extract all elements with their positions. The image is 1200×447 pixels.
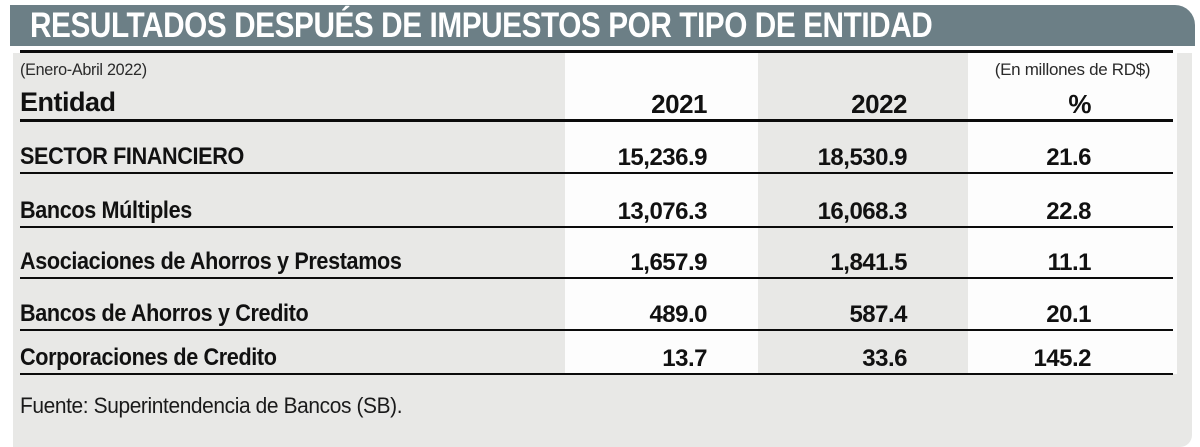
value-2021: 13,076.3 xyxy=(617,198,708,225)
row-label: Corporaciones de Credito xyxy=(20,344,277,371)
column-header-2022: 2022 xyxy=(851,89,907,119)
column-highlight-percent xyxy=(968,53,1177,374)
value-2022: 587.4 xyxy=(849,301,907,328)
column-highlight-2021 xyxy=(565,53,758,374)
divider-line xyxy=(20,226,1173,228)
title-bar: RESULTADOS DESPUÉS DE IMPUESTOS POR TIPO… xyxy=(10,5,1195,46)
value-percent: 11.1 xyxy=(1047,249,1092,276)
row-label: Bancos Múltiples xyxy=(20,197,192,224)
value-2021: 13.7 xyxy=(662,345,707,372)
row-label: Bancos de Ahorros y Credito xyxy=(20,300,309,327)
divider-line-header xyxy=(20,119,1173,122)
divider-line xyxy=(20,277,1173,279)
value-percent: 145.2 xyxy=(1033,345,1091,372)
row-label: Asociaciones de Ahorros y Prestamos xyxy=(20,248,402,275)
column-header-2021: 2021 xyxy=(651,89,707,119)
divider-line-top xyxy=(20,50,1173,53)
value-percent: 22.8 xyxy=(1046,198,1091,225)
value-2022: 33.6 xyxy=(862,345,907,372)
value-2022: 16,068.3 xyxy=(817,198,908,225)
value-2021: 489.0 xyxy=(649,301,707,328)
value-percent: 21.6 xyxy=(1046,144,1091,171)
value-2021: 15,236.9 xyxy=(617,144,708,171)
column-header-entity: Entidad xyxy=(20,87,116,117)
value-percent: 20.1 xyxy=(1046,301,1091,328)
divider-line xyxy=(20,172,1173,174)
value-2022: 1,841.5 xyxy=(830,249,907,276)
row-label: SECTOR FINANCIERO xyxy=(20,143,244,170)
source-note: Fuente: Superintendencia de Bancos (SB). xyxy=(20,393,403,418)
value-2021: 1,657.9 xyxy=(630,249,707,276)
divider-line xyxy=(20,373,1173,375)
units-label: (En millones de RD$) xyxy=(994,60,1151,79)
column-header-percent: % xyxy=(1068,89,1091,119)
period-label: (Enero-Abril 2022) xyxy=(20,60,147,79)
divider-line xyxy=(20,329,1173,331)
value-2022: 18,530.9 xyxy=(817,144,908,171)
page-title: RESULTADOS DESPUÉS DE IMPUESTOS POR TIPO… xyxy=(30,6,933,45)
